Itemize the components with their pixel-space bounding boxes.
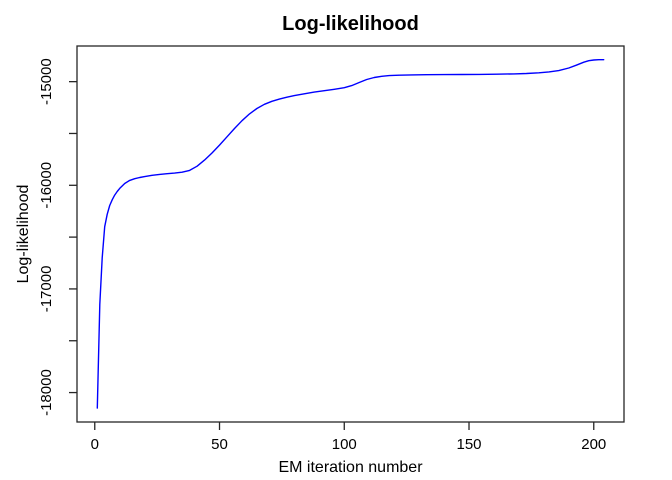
log-likelihood-curve xyxy=(96,59,605,409)
x-tick-label: 200 xyxy=(581,436,606,453)
x-axis-label: EM iteration number xyxy=(278,459,423,476)
x-tick-label: 0 xyxy=(91,436,99,453)
y-tick-label: -16000 xyxy=(38,162,55,209)
axis-ticks xyxy=(69,81,595,430)
axis-tick-labels: 0 50 100 150 200 -15000 -16000 -17000 -18000 xyxy=(38,58,606,453)
x-tick-label: 50 xyxy=(211,436,228,453)
plot-area-border xyxy=(76,45,625,423)
y-axis-label: Log-likelihood xyxy=(15,185,32,284)
y-tick-label: -18000 xyxy=(38,369,55,416)
x-tick-label: 150 xyxy=(456,436,481,453)
chart-title: Log-likelihood xyxy=(282,13,419,35)
x-tick-label: 100 xyxy=(332,436,357,453)
y-tick-label: -15000 xyxy=(38,58,55,105)
y-tick-label: -17000 xyxy=(38,266,55,313)
